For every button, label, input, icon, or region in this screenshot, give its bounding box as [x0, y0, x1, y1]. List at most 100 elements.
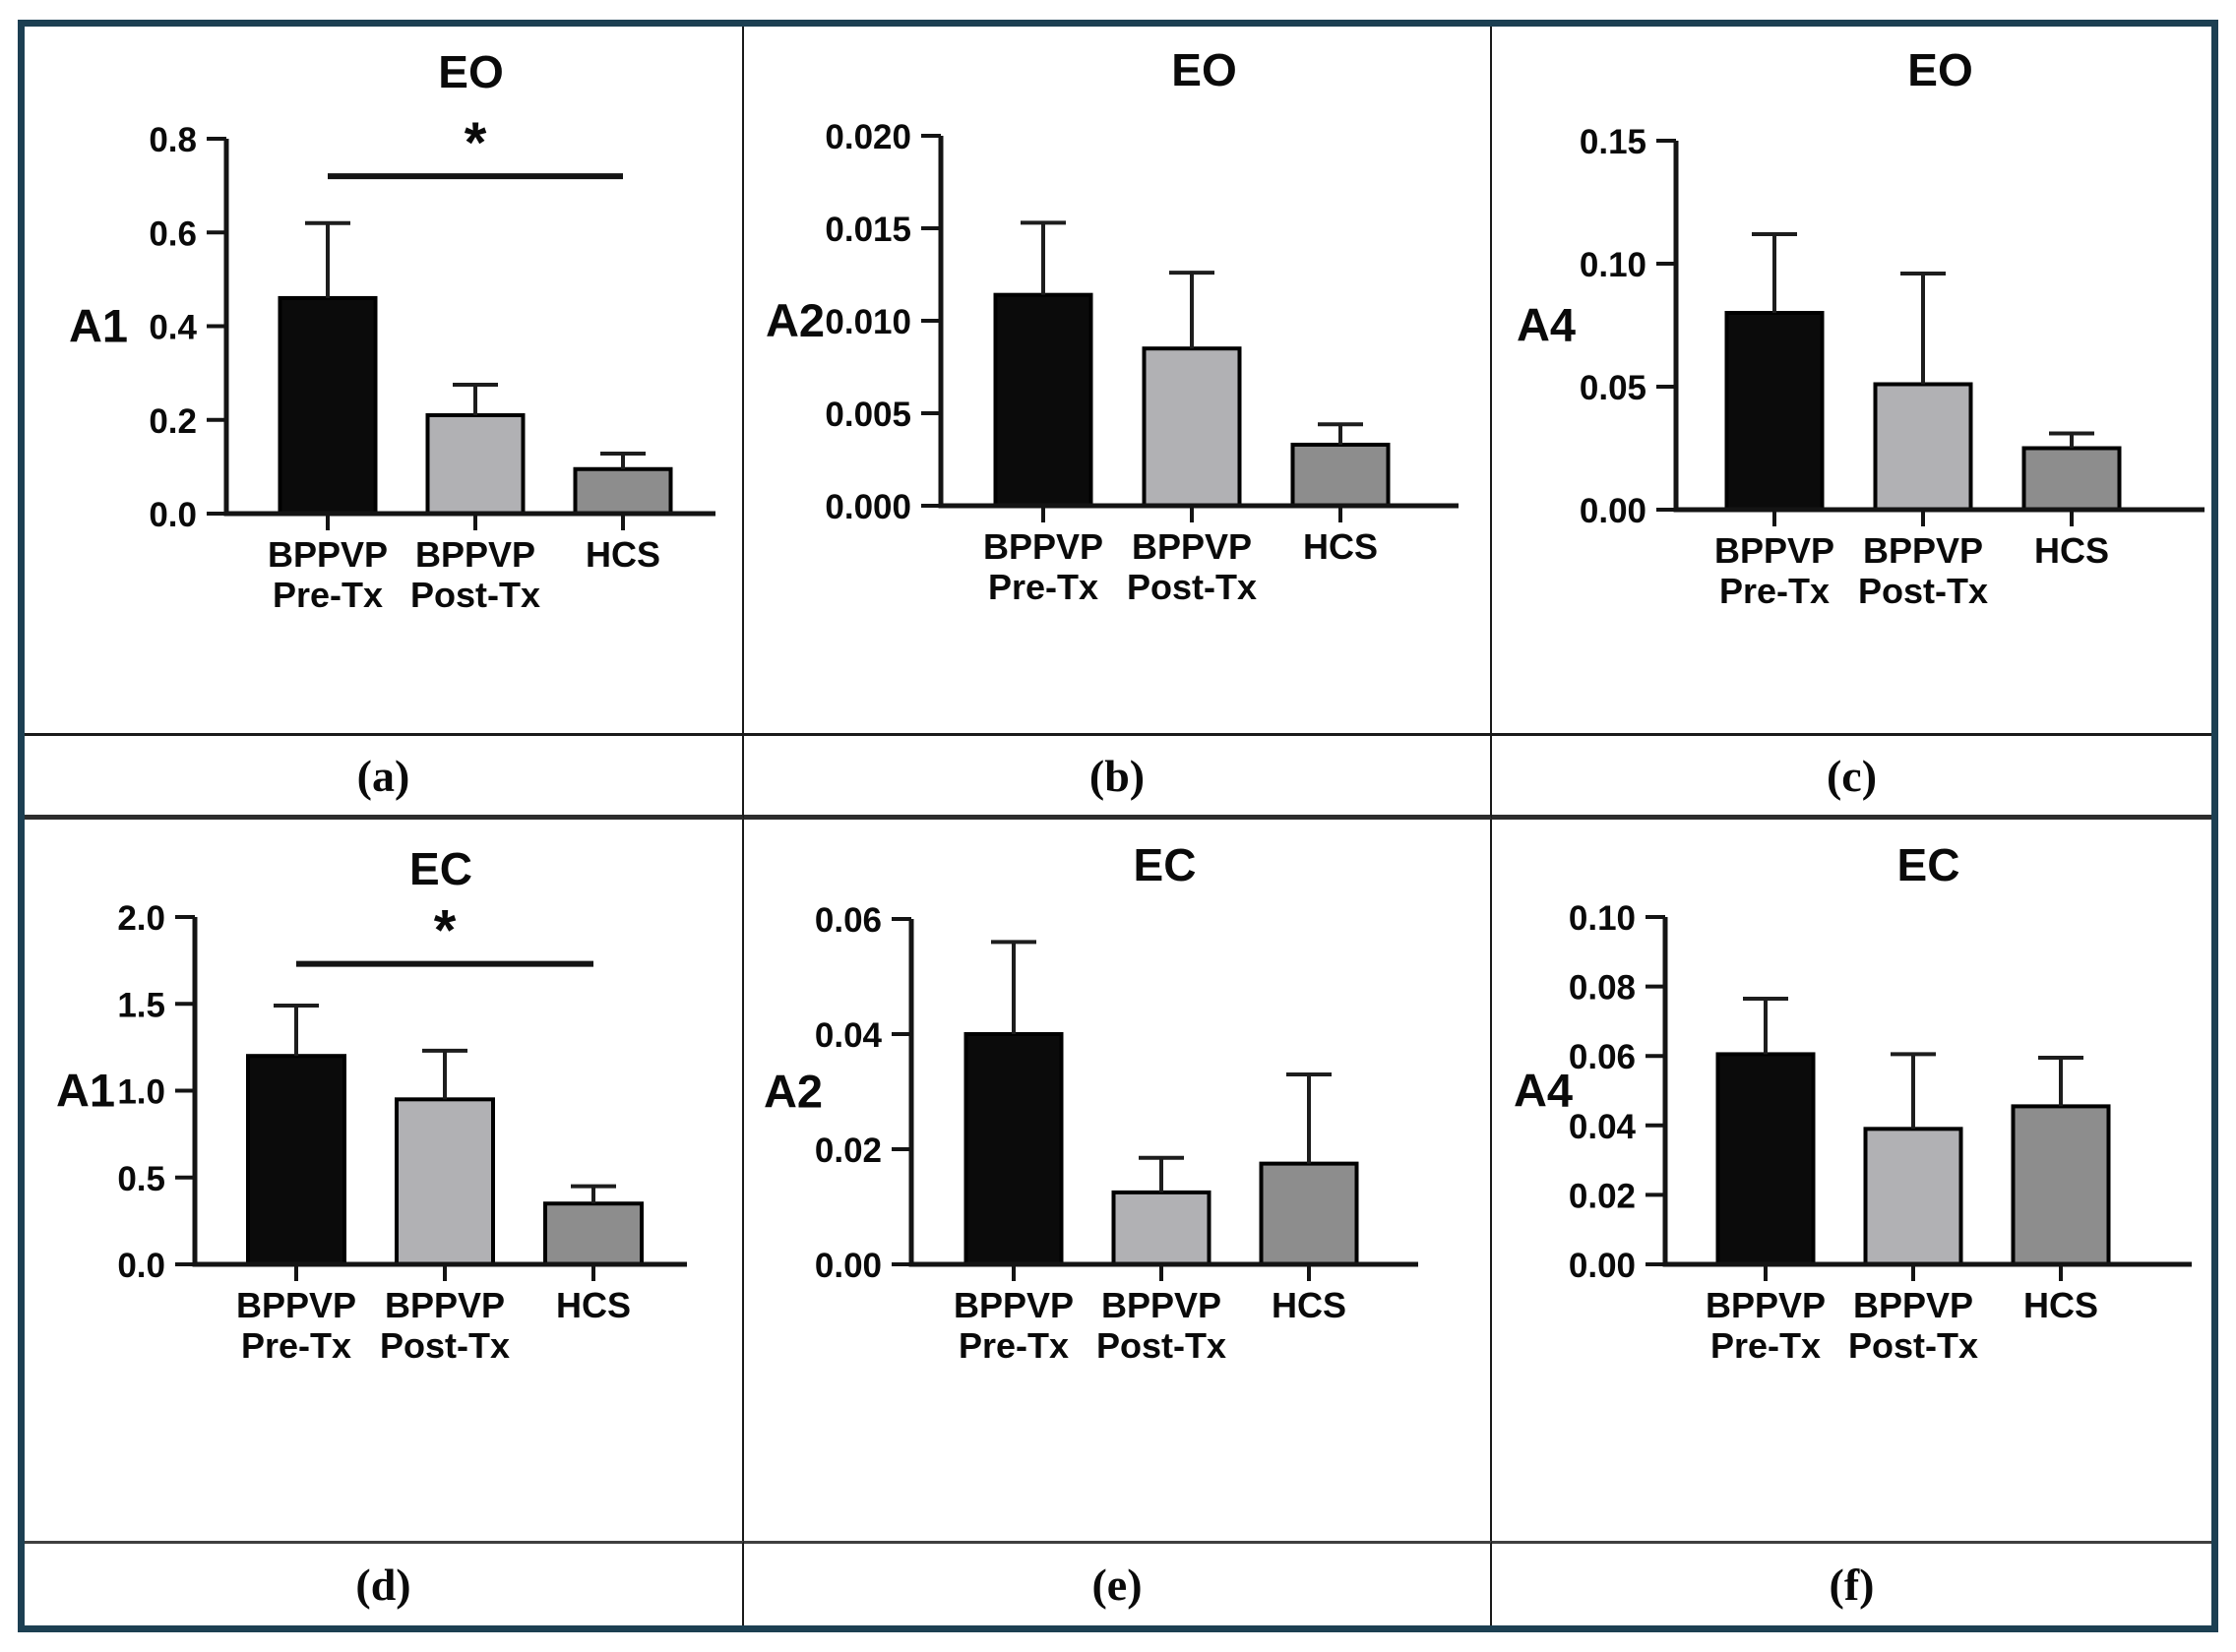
bar-BPPVP Pre-Tx [1724, 311, 1825, 512]
bar-chart-(c): EOA4BPPVPPre-TxBPPVPPost-TxHCS0.000.050.… [1517, 44, 2205, 611]
bar-chart-(d): ECA1BPPVPPre-TxBPPVPPost-TxHCS0.00.51.01… [56, 843, 687, 1366]
y-tick-label: 0.0 [117, 1247, 165, 1285]
panel-label-a: (a) [25, 733, 744, 820]
y-tick-label: 0.05 [1580, 369, 1646, 407]
x-tick-label: Post-Tx [1096, 1325, 1226, 1366]
y-axis-label: A2 [764, 1066, 823, 1118]
bar-BPPVP Post-Tx [395, 1097, 495, 1267]
x-tick-label: Pre-Tx [273, 575, 383, 615]
significance-star: * [434, 899, 457, 963]
y-tick-label: 0.0 [149, 496, 197, 534]
x-tick-label: BPPVP [1863, 530, 1983, 571]
axes [192, 917, 687, 1267]
x-tick-label: HCS [1303, 526, 1378, 567]
bar-chart-(a): EOA1BPPVPPre-TxBPPVPPost-TxHCS0.00.20.40… [69, 46, 715, 615]
x-tick-label: Post-Tx [410, 575, 540, 615]
y-tick-label: 0.5 [117, 1160, 165, 1198]
bar-BPPVP Pre-Tx [1715, 1052, 1816, 1266]
y-axis-label: A4 [1514, 1065, 1573, 1117]
y-tick-label: 2.0 [117, 899, 165, 938]
bar-BPPVP Pre-Tx [246, 1054, 346, 1266]
y-tick-label: 0.04 [815, 1016, 883, 1055]
bar-chart-(f): ECA4BPPVPPre-TxBPPVPPost-TxHCS0.000.020.… [1514, 839, 2192, 1366]
significance-star: * [465, 111, 487, 175]
figure-grid: EO A1 BPPVP Pre-Tx BPPVP Post-Tx HCS 0.0 0.2 0.4 0… [25, 27, 2211, 1625]
y-axis-label: A1 [56, 1065, 115, 1117]
y-tick-label: 0.010 [825, 303, 911, 341]
y-tick-label: 0.06 [815, 901, 882, 940]
bar-BPPVP Post-Tx [425, 412, 526, 516]
y-tick-label: 0.2 [149, 402, 197, 441]
y-axis-label: A4 [1517, 299, 1576, 351]
y-tick-label: 0.00 [1569, 1247, 1636, 1285]
x-tick-label: Pre-Tx [1719, 571, 1830, 611]
axes [223, 139, 715, 517]
x-tick-label: BPPVP [1706, 1285, 1826, 1325]
y-tick-label: 0.000 [825, 488, 911, 526]
x-tick-label: HCS [2023, 1285, 2098, 1325]
x-tick-label: Pre-Tx [959, 1325, 1069, 1366]
bar-BPPVP Pre-Tx [993, 292, 1093, 508]
bar-BPPVP Post-Tx [1142, 346, 1242, 509]
x-tick-label: BPPVP [415, 534, 535, 575]
chart-title: EC [409, 843, 472, 894]
y-tick-label: 0.00 [1580, 492, 1646, 530]
chart-title: EO [1907, 44, 1972, 95]
x-tick-label: BPPVP [385, 1285, 505, 1325]
chart-title: EC [1897, 839, 1960, 890]
y-tick-label: 1.5 [117, 986, 165, 1024]
x-tick-label: Post-Tx [1127, 567, 1257, 607]
figure-frame: EO A1 BPPVP Pre-Tx BPPVP Post-Tx HCS 0.0 0.2 0.4 0… [18, 20, 2218, 1632]
axes [1662, 917, 2192, 1267]
panel-e-chart: EC A2 BPPVP Pre-Tx BPPVP Post-Tx HCS 0.00 0.02 0.… [744, 820, 1492, 1541]
y-tick-label: 0.04 [1569, 1108, 1637, 1146]
x-tick-label: BPPVP [983, 526, 1103, 567]
y-tick-label: 0.08 [1569, 969, 1636, 1008]
y-tick-label: 0.02 [1569, 1177, 1636, 1215]
y-tick-label: 0.005 [825, 396, 911, 434]
x-tick-label: BPPVP [1714, 530, 1834, 571]
axes [908, 919, 1418, 1267]
y-axis-label: A2 [766, 294, 825, 346]
x-tick-label: BPPVP [268, 534, 388, 575]
bar-HCS [1259, 1161, 1359, 1266]
panel-label-f: (f) [1492, 1541, 2211, 1625]
x-tick-label: HCS [1272, 1285, 1346, 1325]
y-axis-label: A1 [69, 300, 128, 352]
bar-chart-(b): EOA2BPPVPPre-TxBPPVPPost-TxHCS0.0000.005… [766, 44, 1459, 607]
x-tick-label: HCS [586, 534, 660, 575]
panel-c-chart: EO A4 BPPVP Pre-Tx BPPVP Post-Tx HCS 0.00 0.05 0.… [1492, 27, 2211, 733]
axes [1673, 141, 2205, 513]
bar-HCS [1290, 442, 1391, 508]
panel-a-chart: EO A1 BPPVP Pre-Tx BPPVP Post-Tx HCS 0.0 0.2 0.4 0… [25, 27, 744, 733]
chart-title: EO [438, 46, 503, 97]
panel-label-c: (c) [1492, 733, 2211, 820]
x-tick-label: Pre-Tx [988, 567, 1098, 607]
x-tick-label: Post-Tx [380, 1325, 510, 1366]
y-tick-label: 0.4 [149, 309, 197, 347]
x-tick-label: BPPVP [1853, 1285, 1973, 1325]
bar-BPPVP Pre-Tx [278, 295, 378, 516]
panel-d-chart: EC A1 BPPVP Pre-Tx BPPVP Post-Tx HCS 0.0 0.5 1.0 1… [25, 820, 744, 1541]
bar-chart-(e): ECA2BPPVPPre-TxBPPVPPost-TxHCS0.000.020.… [764, 839, 1418, 1366]
y-tick-label: 0.6 [149, 214, 197, 253]
chart-title: EC [1134, 839, 1197, 890]
y-tick-label: 0.10 [1580, 246, 1646, 284]
x-tick-label: HCS [556, 1285, 631, 1325]
x-tick-label: Post-Tx [1848, 1325, 1978, 1366]
y-tick-label: 0.06 [1569, 1038, 1636, 1076]
panel-label-b: (b) [744, 733, 1492, 820]
y-tick-label: 0.10 [1569, 899, 1636, 938]
bar-BPPVP Post-Tx [1111, 1190, 1211, 1266]
bar-BPPVP Pre-Tx [963, 1032, 1064, 1266]
axes [938, 136, 1459, 509]
y-tick-label: 0.00 [815, 1247, 882, 1285]
y-tick-label: 0.015 [825, 211, 911, 249]
x-tick-label: Post-Tx [1858, 571, 1988, 611]
y-tick-label: 1.0 [117, 1073, 165, 1112]
x-tick-label: Pre-Tx [1710, 1325, 1821, 1366]
y-tick-label: 0.020 [825, 118, 911, 156]
bar-HCS [2021, 446, 2122, 512]
x-tick-label: Pre-Tx [241, 1325, 351, 1366]
y-tick-label: 0.02 [815, 1132, 882, 1170]
